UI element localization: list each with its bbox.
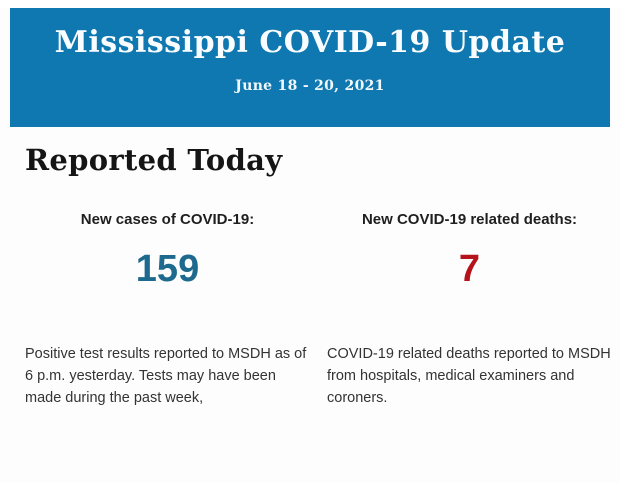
new-deaths-description: COVID-19 related deaths reported to MSDH… bbox=[327, 346, 611, 406]
new-deaths-column: New COVID-19 related deaths: 7 COVID-19 … bbox=[327, 177, 612, 409]
new-cases-column: New cases of COVID-19: 159 Positive test… bbox=[25, 177, 310, 409]
new-deaths-value: 7 bbox=[458, 248, 481, 290]
stats-grid: New cases of COVID-19: 159 Positive test… bbox=[25, 177, 620, 409]
new-cases-label: New cases of COVID-19: bbox=[80, 211, 255, 228]
new-cases-value: 159 bbox=[135, 248, 200, 290]
bulletin-date-range: June 18 - 20, 2021 bbox=[235, 78, 385, 94]
bulletin-title: Mississippi COVID-19 Update bbox=[54, 25, 566, 60]
new-deaths-label: New COVID-19 related deaths: bbox=[361, 211, 578, 228]
header-banner: Mississippi COVID-19 Update June 18 - 20… bbox=[10, 8, 610, 127]
covid-update-bulletin: Mississippi COVID-19 Update June 18 - 20… bbox=[0, 8, 620, 483]
new-cases-description: Positive test results reported to MSDH a… bbox=[25, 346, 307, 406]
section-heading: Reported Today bbox=[25, 143, 283, 177]
